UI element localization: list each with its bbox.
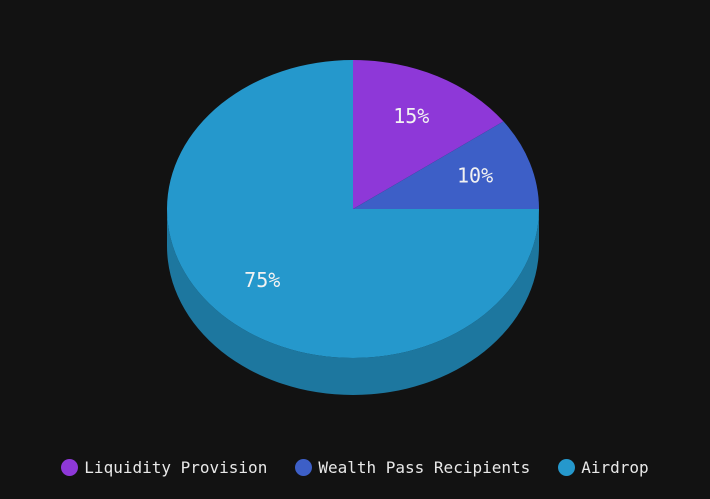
legend-item-wealth-pass-recipients[interactable]: Wealth Pass Recipients — [295, 458, 530, 477]
legend-swatch — [61, 459, 79, 476]
legend-swatch — [295, 459, 313, 476]
chart-legend: Liquidity Provision Wealth Pass Recipien… — [0, 458, 710, 477]
slice-label-liquidity-provision: 15% — [393, 104, 429, 128]
legend-label: Wealth Pass Recipients — [318, 458, 531, 477]
pie-slice-wealth-pass-recipients[interactable] — [353, 121, 539, 209]
legend-item-airdrop[interactable]: Airdrop — [558, 458, 649, 477]
pie-slice-liquidity-provision[interactable] — [353, 60, 504, 209]
slice-label-wealth-pass-recipients: 10% — [457, 164, 493, 188]
slice-label-airdrop: 75% — [244, 268, 280, 292]
pie-side-airdrop — [167, 209, 539, 395]
pie-labels: 15% 10% 75% — [244, 104, 493, 292]
legend-item-liquidity-provision[interactable]: Liquidity Provision — [61, 458, 267, 477]
legend-label: Airdrop — [581, 458, 649, 477]
legend-label: Liquidity Provision — [84, 458, 268, 477]
legend-swatch — [558, 459, 576, 476]
pie-tops — [167, 60, 539, 358]
pie-sides — [167, 209, 539, 395]
pie-slice-airdrop[interactable] — [167, 60, 539, 358]
